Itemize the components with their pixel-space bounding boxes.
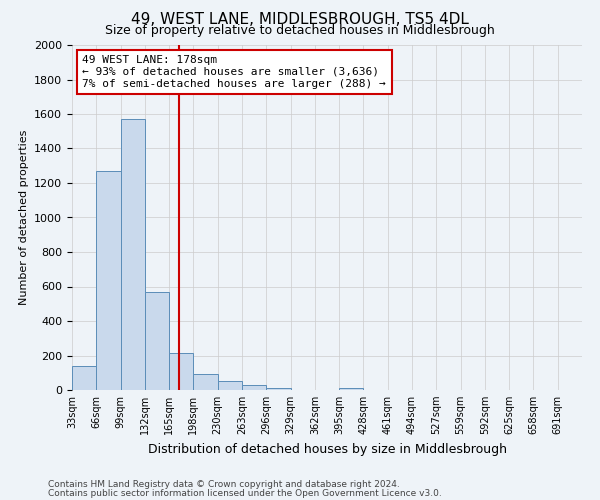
Bar bbox=[339, 388, 364, 390]
Text: 49 WEST LANE: 178sqm
← 93% of detached houses are smaller (3,636)
7% of semi-det: 49 WEST LANE: 178sqm ← 93% of detached h… bbox=[82, 56, 386, 88]
Bar bbox=[72, 366, 96, 390]
Text: 49, WEST LANE, MIDDLESBROUGH, TS5 4DL: 49, WEST LANE, MIDDLESBROUGH, TS5 4DL bbox=[131, 12, 469, 28]
Bar bbox=[145, 292, 169, 390]
Bar bbox=[169, 353, 193, 390]
Text: Contains public sector information licensed under the Open Government Licence v3: Contains public sector information licen… bbox=[48, 488, 442, 498]
X-axis label: Distribution of detached houses by size in Middlesbrough: Distribution of detached houses by size … bbox=[148, 442, 506, 456]
Text: Size of property relative to detached houses in Middlesbrough: Size of property relative to detached ho… bbox=[105, 24, 495, 37]
Bar bbox=[193, 374, 218, 390]
Bar bbox=[96, 171, 121, 390]
Bar bbox=[121, 119, 145, 390]
Bar bbox=[242, 385, 266, 390]
Y-axis label: Number of detached properties: Number of detached properties bbox=[19, 130, 29, 305]
Bar bbox=[218, 380, 242, 390]
Bar bbox=[266, 388, 290, 390]
Text: Contains HM Land Registry data © Crown copyright and database right 2024.: Contains HM Land Registry data © Crown c… bbox=[48, 480, 400, 489]
